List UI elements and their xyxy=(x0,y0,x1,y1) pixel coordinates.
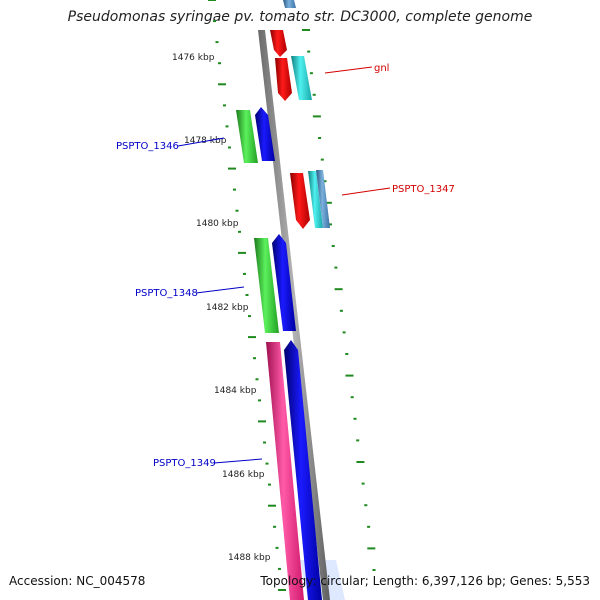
scale-tick xyxy=(218,83,226,86)
scale-tick xyxy=(364,504,368,507)
scale-tick xyxy=(331,245,335,247)
scale-tick xyxy=(312,93,316,96)
scale-tick xyxy=(228,146,231,149)
scale-tick xyxy=(213,20,216,23)
label-leaders xyxy=(177,66,391,464)
scale-tick xyxy=(323,180,327,183)
kbp-label: 1486 kbp xyxy=(222,470,265,480)
leader-gnl xyxy=(324,66,373,74)
scale-tick xyxy=(356,461,365,463)
gene-cyan-gnl xyxy=(291,56,312,100)
scale-tick xyxy=(361,482,365,485)
gene-green-1346 xyxy=(236,110,258,163)
scale-tick xyxy=(345,353,349,355)
scale-tick xyxy=(345,374,354,377)
scale-tick xyxy=(278,589,286,591)
gene-pink-1349 xyxy=(266,342,304,600)
scale-tick xyxy=(255,378,259,381)
accession-text: Accession: NC_004578 xyxy=(9,574,146,588)
gene-cyan-1347 xyxy=(308,171,323,228)
scale-tick xyxy=(329,223,332,226)
scale-tick xyxy=(208,0,216,1)
scale-tick xyxy=(245,294,249,296)
leader-1349 xyxy=(213,458,263,464)
scale-tick xyxy=(215,41,219,44)
scale-tick xyxy=(238,230,241,233)
scale-tick xyxy=(323,201,332,204)
scale-tick xyxy=(278,567,281,570)
scale-tick xyxy=(356,439,360,442)
gene-features xyxy=(236,0,330,600)
topology-summary: Topology: circular; Length: 6,397,126 bp… xyxy=(260,574,590,588)
scale-tick xyxy=(320,158,324,161)
scale-tick xyxy=(268,504,276,507)
scale-tick xyxy=(367,547,376,550)
scale-tick xyxy=(275,546,279,549)
scale-tick xyxy=(248,336,256,339)
leader-1346 xyxy=(177,137,225,147)
scale-tick xyxy=(312,115,321,118)
scale-tick xyxy=(334,288,343,291)
leader-1348 xyxy=(195,286,245,294)
kbp-labels: 1476 kbp 1478 kbp 1480 kbp 1482 kbp 1484… xyxy=(172,53,271,563)
scale-tick xyxy=(225,125,229,128)
scale-tick xyxy=(302,29,310,31)
scale-tick xyxy=(350,396,354,399)
scale-tick xyxy=(235,209,239,212)
scale-tick xyxy=(253,357,256,360)
scale-tick xyxy=(258,399,261,402)
scale-tick xyxy=(233,188,236,191)
scale-tick xyxy=(238,251,246,254)
gene-label-gnl[interactable]: gnl xyxy=(374,63,389,74)
gene-steel-1347 xyxy=(316,170,330,228)
leader-1347 xyxy=(341,187,391,196)
cds-forward-1346 xyxy=(255,107,275,161)
kbp-label: 1482 kbp xyxy=(206,303,249,313)
kbp-label: 1476 kbp xyxy=(172,53,215,63)
scale-tick xyxy=(228,167,236,170)
scale-tick xyxy=(339,309,343,312)
cds-reverse-top xyxy=(270,30,287,57)
scale-tick xyxy=(265,462,269,465)
gene-green-1348 xyxy=(254,238,279,333)
scale-tick xyxy=(342,331,346,334)
scale-tick xyxy=(273,525,276,528)
cds-reverse-1347 xyxy=(290,173,310,229)
scale-tick xyxy=(223,104,226,107)
scale-tick xyxy=(263,441,266,444)
scale-tick xyxy=(372,569,376,571)
scale-tick xyxy=(258,420,266,423)
gene-label-pspto-1346[interactable]: PSPTO_1346 xyxy=(116,141,179,152)
gene-labels: gnl PSPTO_1346 PSPTO_1347 PSPTO_1348 PSP… xyxy=(116,63,455,469)
scale-tick xyxy=(367,525,371,528)
cds-forward-1349 xyxy=(284,340,322,600)
scale-tick xyxy=(243,272,246,275)
gene-steel-top xyxy=(283,0,296,8)
scale-tick xyxy=(318,137,322,139)
scale-tick xyxy=(309,72,313,75)
cds-forward-1348 xyxy=(272,234,296,331)
kbp-label: 1480 kbp xyxy=(196,219,239,229)
kbp-label: 1488 kbp xyxy=(228,553,271,563)
kbp-label: 1484 kbp xyxy=(214,386,257,396)
scale-tick xyxy=(353,417,357,420)
scale-ticks xyxy=(208,0,376,591)
gene-label-pspto-1349[interactable]: PSPTO_1349 xyxy=(153,458,216,469)
cds-reverse-gnl xyxy=(275,58,292,101)
scale-tick xyxy=(268,483,271,486)
scale-tick xyxy=(248,315,251,318)
scale-tick xyxy=(218,62,221,65)
gene-label-pspto-1348[interactable]: PSPTO_1348 xyxy=(135,288,198,299)
scale-tick xyxy=(334,266,338,269)
map-title: Pseudomonas syringae pv. tomato str. DC3… xyxy=(67,9,533,25)
scale-tick xyxy=(307,50,311,53)
gene-label-pspto-1347[interactable]: PSPTO_1347 xyxy=(392,184,455,195)
